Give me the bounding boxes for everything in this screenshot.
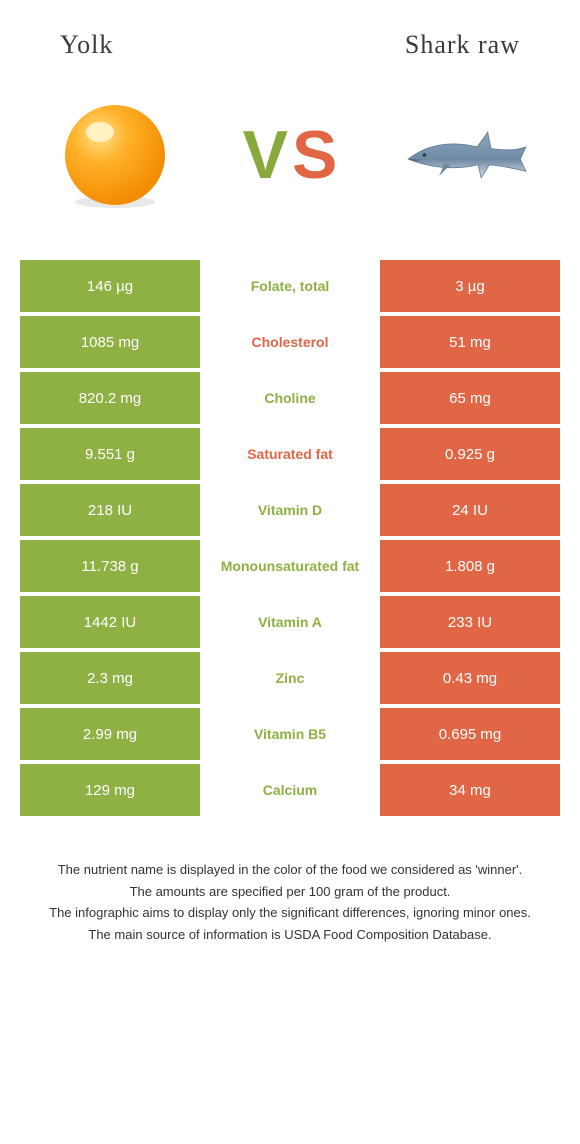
right-value: 0.43 mg: [380, 652, 560, 704]
nutrient-row: 218 IUVitamin D24 IU: [20, 484, 560, 536]
nutrient-row: 129 mgCalcium34 mg: [20, 764, 560, 816]
right-food-title: Shark raw: [405, 30, 520, 60]
vs-row: V S: [20, 70, 560, 260]
nutrient-row: 146 µgFolate, total3 µg: [20, 260, 560, 312]
vs-letter-v: V: [243, 116, 288, 194]
vs-label: V S: [243, 116, 338, 194]
right-value: 0.695 mg: [380, 708, 560, 760]
vs-letter-s: S: [292, 116, 337, 194]
left-value: 820.2 mg: [20, 372, 200, 424]
nutrient-label: Vitamin D: [200, 484, 380, 536]
right-value: 34 mg: [380, 764, 560, 816]
nutrient-label: Vitamin B5: [200, 708, 380, 760]
footnote-line: The main source of information is USDA F…: [40, 925, 540, 945]
left-value: 146 µg: [20, 260, 200, 312]
nutrient-label: Zinc: [200, 652, 380, 704]
nutrient-row: 11.738 gMonounsaturated fat1.808 g: [20, 540, 560, 592]
nutrient-label: Saturated fat: [200, 428, 380, 480]
right-value: 0.925 g: [380, 428, 560, 480]
left-value: 11.738 g: [20, 540, 200, 592]
footnote: The nutrient name is displayed in the co…: [20, 820, 560, 976]
right-value: 65 mg: [380, 372, 560, 424]
shark-icon: [400, 120, 530, 190]
nutrient-row: 1442 IUVitamin A233 IU: [20, 596, 560, 648]
shark-image: [400, 90, 530, 220]
nutrient-label: Cholesterol: [200, 316, 380, 368]
left-value: 218 IU: [20, 484, 200, 536]
comparison-infographic: Yolk Shark raw V S: [0, 0, 580, 976]
right-value: 24 IU: [380, 484, 560, 536]
right-value: 233 IU: [380, 596, 560, 648]
left-value: 1085 mg: [20, 316, 200, 368]
right-value: 1.808 g: [380, 540, 560, 592]
nutrient-row: 820.2 mgCholine65 mg: [20, 372, 560, 424]
left-value: 1442 IU: [20, 596, 200, 648]
nutrient-row: 2.3 mgZinc0.43 mg: [20, 652, 560, 704]
nutrient-label: Vitamin A: [200, 596, 380, 648]
left-value: 2.99 mg: [20, 708, 200, 760]
nutrient-label: Calcium: [200, 764, 380, 816]
footnote-line: The amounts are specified per 100 gram o…: [40, 882, 540, 902]
left-value: 129 mg: [20, 764, 200, 816]
left-food-title: Yolk: [60, 30, 113, 60]
nutrient-label: Monounsaturated fat: [200, 540, 380, 592]
footnote-line: The infographic aims to display only the…: [40, 903, 540, 923]
left-value: 9.551 g: [20, 428, 200, 480]
nutrient-row: 2.99 mgVitamin B50.695 mg: [20, 708, 560, 760]
nutrient-label: Choline: [200, 372, 380, 424]
yolk-icon: [60, 100, 170, 210]
yolk-image: [50, 90, 180, 220]
nutrient-label: Folate, total: [200, 260, 380, 312]
header: Yolk Shark raw: [20, 0, 560, 70]
footnote-line: The nutrient name is displayed in the co…: [40, 860, 540, 880]
nutrient-row: 9.551 gSaturated fat0.925 g: [20, 428, 560, 480]
nutrient-table: 146 µgFolate, total3 µg1085 mgCholestero…: [20, 260, 560, 816]
right-value: 51 mg: [380, 316, 560, 368]
right-value: 3 µg: [380, 260, 560, 312]
left-value: 2.3 mg: [20, 652, 200, 704]
nutrient-row: 1085 mgCholesterol51 mg: [20, 316, 560, 368]
